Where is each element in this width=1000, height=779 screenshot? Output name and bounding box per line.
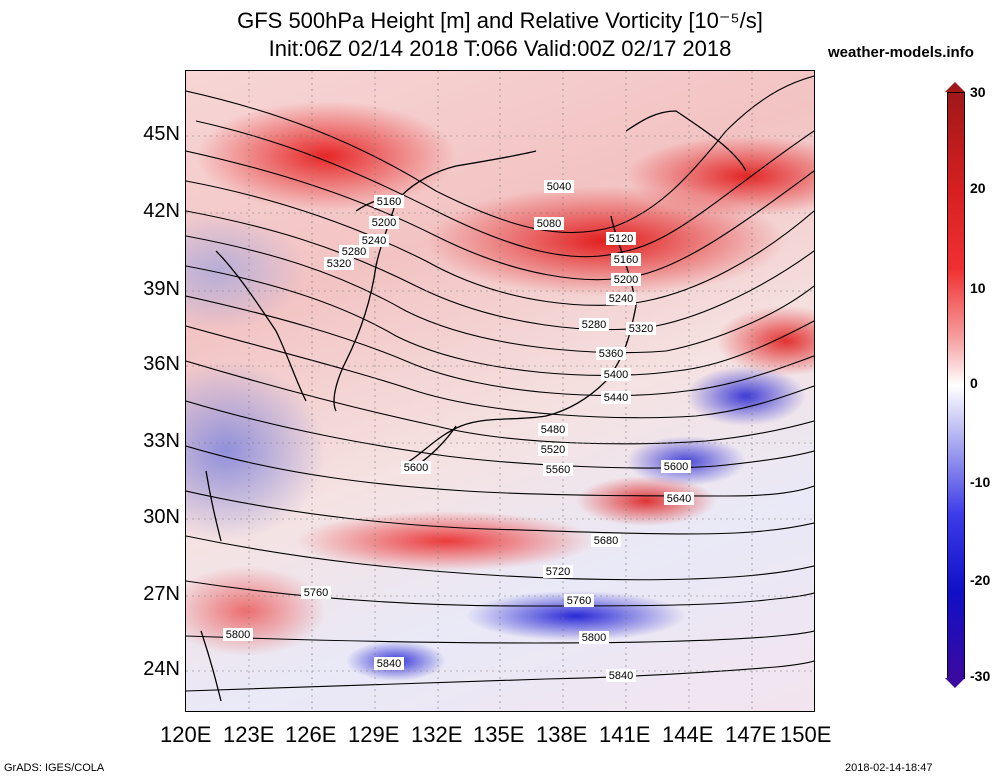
colorbar-bottom-arrow xyxy=(945,678,965,688)
lon-label-141e: 141E xyxy=(599,722,651,747)
lon-label-147e: 147E xyxy=(725,722,777,747)
svg-text:5560: 5560 xyxy=(546,464,570,476)
footer-timestamp: 2018-02-14-18:47 xyxy=(845,762,933,774)
contour-label-5480: 5480 xyxy=(538,423,568,436)
lon-label-129e: 129E xyxy=(348,722,400,747)
lat-label-30n: 30N xyxy=(143,506,180,528)
lon-label-120e: 120E xyxy=(160,722,212,747)
lon-label-123e: 123E xyxy=(223,722,275,747)
chart-title-line1: GFS 500hPa Height [m] and Relative Vorti… xyxy=(237,8,763,33)
contour-label-5800: 5800 xyxy=(223,628,253,641)
contour-label-5120: 5120 xyxy=(606,232,636,245)
contour-labels: 5040 5080 5120 5160 5160 5200 5200 5240 … xyxy=(223,180,694,682)
contour-label-5080: 5080 xyxy=(534,217,564,230)
svg-text:5240: 5240 xyxy=(362,235,386,247)
lat-label-33n: 33N xyxy=(143,430,180,452)
svg-text:5680: 5680 xyxy=(594,535,618,547)
colorbar-label-20: 20 xyxy=(970,180,986,196)
contour-label-5360: 5360 xyxy=(596,347,626,360)
lat-label-27n: 27N xyxy=(143,583,180,605)
colorbar-label-neg10: -10 xyxy=(970,474,991,490)
colorbar-label-10: 10 xyxy=(970,280,986,296)
svg-text:5400: 5400 xyxy=(604,369,628,381)
contour-label-5640: 5640 xyxy=(664,492,694,505)
svg-text:5160: 5160 xyxy=(614,254,638,266)
contour-layer: 5040 5080 5120 5160 5160 5200 5200 5240 … xyxy=(186,71,814,711)
contour-label-5200: 5200 xyxy=(369,216,399,229)
lat-label-36n: 36N xyxy=(143,353,180,375)
svg-text:5600: 5600 xyxy=(664,461,688,473)
svg-text:5600: 5600 xyxy=(404,462,428,474)
contour-label-5760: 5760 xyxy=(301,586,331,599)
lon-label-150e: 150E xyxy=(780,722,832,747)
contour-label-5600b: 5600 xyxy=(661,460,691,473)
contour-label-5040-text: 5040 xyxy=(547,181,571,193)
svg-text:5280: 5280 xyxy=(342,246,366,258)
svg-text:5200: 5200 xyxy=(614,274,638,286)
lon-label-138e: 138E xyxy=(536,722,588,747)
contour-label-5400: 5400 xyxy=(601,368,631,381)
footer-credit: GrADS: IGES/COLA xyxy=(4,762,105,774)
svg-text:5160: 5160 xyxy=(377,196,401,208)
contour-label-5160b: 5160 xyxy=(611,253,641,266)
svg-text:5640: 5640 xyxy=(667,493,691,505)
contour-label-5840b: 5840 xyxy=(606,669,636,682)
contour-label-5720: 5720 xyxy=(543,565,573,578)
contour-label-5280b: 5280 xyxy=(579,318,609,331)
svg-text:5440: 5440 xyxy=(604,392,628,404)
contour-label-5600: 5600 xyxy=(401,461,431,474)
contour-label-5320: 5320 xyxy=(324,257,354,270)
contour-label-5800b: 5800 xyxy=(579,631,609,644)
colorbar-label-neg20: -20 xyxy=(970,572,991,588)
svg-text:5800: 5800 xyxy=(226,629,250,641)
svg-text:5760: 5760 xyxy=(304,587,328,599)
contour-label-5760b: 5760 xyxy=(564,594,594,607)
svg-text:5280: 5280 xyxy=(582,319,606,331)
svg-text:5200: 5200 xyxy=(372,217,396,229)
lat-label-39n: 39N xyxy=(143,278,180,300)
svg-text:5800: 5800 xyxy=(582,632,606,644)
svg-text:5240: 5240 xyxy=(609,293,633,305)
contour-label-5560: 5560 xyxy=(543,463,573,476)
contour-label-5840: 5840 xyxy=(374,657,404,670)
svg-text:5840: 5840 xyxy=(377,658,401,670)
lon-label-135e: 135E xyxy=(473,722,525,747)
map-panel: 5040 5080 5120 5160 5160 5200 5200 5240 … xyxy=(185,70,815,712)
colorbar xyxy=(947,92,965,679)
lon-label-126e: 126E xyxy=(285,722,337,747)
colorbar-top-arrow xyxy=(945,82,965,92)
contour-label-5040: 5040 xyxy=(544,180,574,193)
lat-label-24n: 24N xyxy=(143,658,180,680)
contour-label-5240b: 5240 xyxy=(606,292,636,305)
svg-text:5840: 5840 xyxy=(609,670,633,682)
svg-text:5520: 5520 xyxy=(541,444,565,456)
contour-label-5200b: 5200 xyxy=(611,273,641,286)
contour-label-5320b: 5320 xyxy=(626,322,656,335)
colorbar-label-neg30: -30 xyxy=(970,668,991,684)
contour-label-5160: 5160 xyxy=(374,195,404,208)
lon-label-132e: 132E xyxy=(411,722,463,747)
contour-label-5520: 5520 xyxy=(538,443,568,456)
svg-text:5360: 5360 xyxy=(599,348,623,360)
svg-text:5320: 5320 xyxy=(629,323,653,335)
chart-title-line2: Init:06Z 02/14 2018 T:066 Valid:00Z 02/1… xyxy=(268,36,732,61)
svg-text:5760: 5760 xyxy=(567,595,591,607)
svg-text:5080: 5080 xyxy=(537,218,561,230)
colorbar-label-30: 30 xyxy=(970,84,986,100)
svg-text:5720: 5720 xyxy=(546,566,570,578)
svg-text:5320: 5320 xyxy=(327,258,351,270)
contour-label-5680: 5680 xyxy=(591,534,621,547)
contour-label-5440: 5440 xyxy=(601,391,631,404)
contour-label-5240: 5240 xyxy=(359,234,389,247)
lat-label-45n: 45N xyxy=(143,123,180,145)
site-watermark: weather-models.info xyxy=(828,44,974,61)
contour-label-5280: 5280 xyxy=(339,245,369,258)
svg-text:5480: 5480 xyxy=(541,424,565,436)
lat-label-42n: 42N xyxy=(143,200,180,222)
svg-text:5120: 5120 xyxy=(609,233,633,245)
lon-label-144e: 144E xyxy=(662,722,714,747)
colorbar-label-0: 0 xyxy=(970,375,978,391)
